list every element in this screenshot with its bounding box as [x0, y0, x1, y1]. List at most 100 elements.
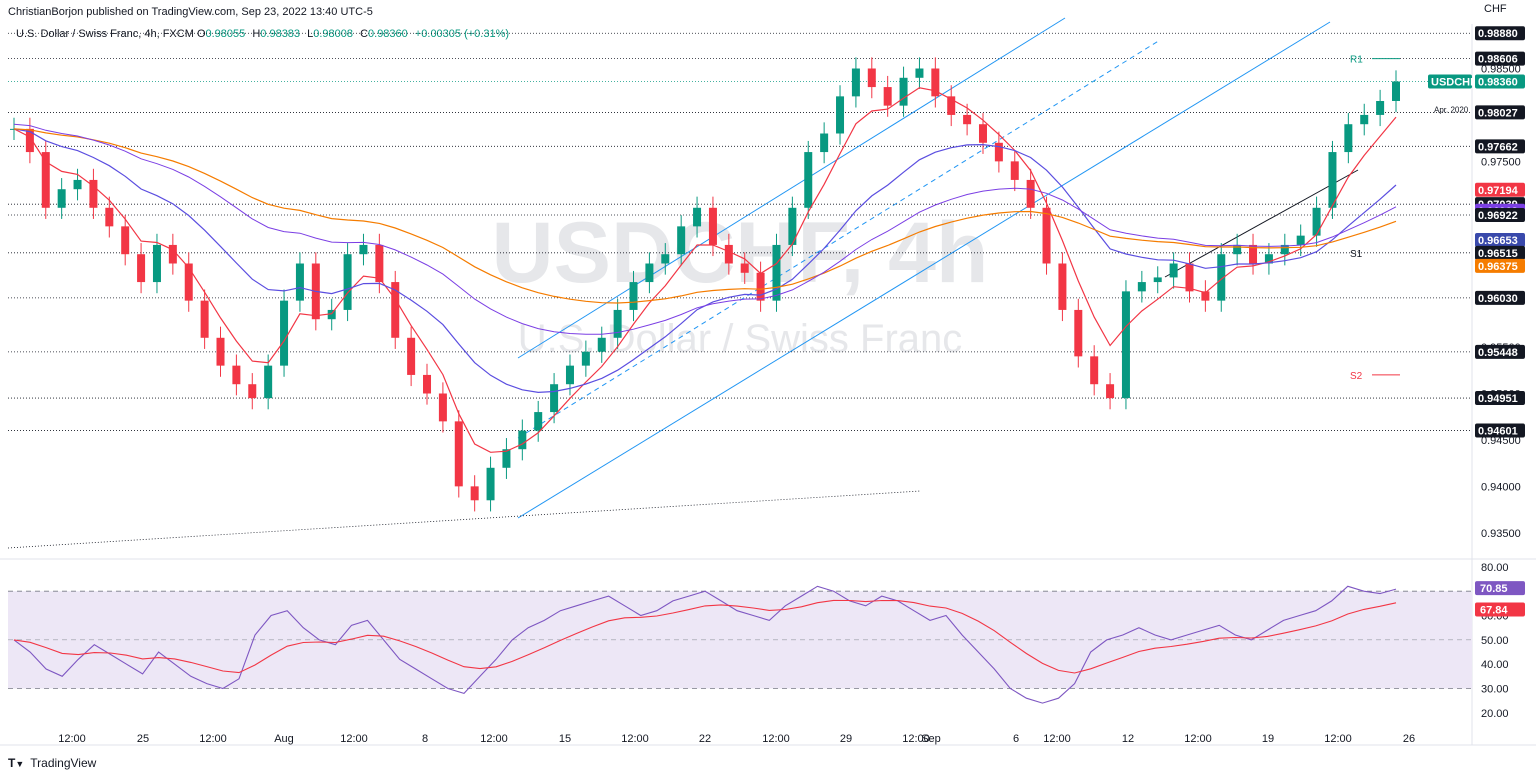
candle-body [216, 337, 225, 366]
x-tick-label: 12:00 [340, 733, 368, 745]
price-badge-label: 0.94951 [1478, 393, 1518, 405]
price-badge [1475, 105, 1525, 120]
price-badge-label: 0.94601 [1478, 426, 1518, 438]
annotation-label: S2 [1350, 371, 1363, 382]
x-tick-label: 12:00 [621, 733, 649, 745]
x-tick-label: 12:00 [1043, 733, 1071, 745]
candle-body [1360, 114, 1369, 125]
x-tick-label: 15 [559, 733, 571, 745]
candle-body [597, 337, 606, 352]
price-badge-label: 0.95448 [1478, 347, 1518, 359]
annotation-label: R1 [1350, 55, 1363, 66]
candle-body [375, 244, 384, 283]
candle-body [1026, 179, 1035, 208]
price-badge [1475, 344, 1525, 359]
price-badge [1475, 26, 1525, 41]
rsi-y-tick-label: 20.00 [1481, 708, 1509, 720]
candle-body [931, 68, 940, 97]
symbol-legend[interactable]: U.S. Dollar / Swiss Franc, 4h, FXCM O0.9… [16, 28, 513, 40]
price-badge [1475, 245, 1525, 260]
channel-upper [517, 17, 1066, 359]
tradingview-icon: ⁠T▼ [8, 756, 25, 770]
x-tick-label: 12:00 [902, 733, 930, 745]
candle-body [1328, 152, 1337, 208]
rsi-y-tick-label: 40.00 [1481, 659, 1509, 671]
candle-body [423, 374, 432, 394]
price-badge [1428, 74, 1472, 89]
rsi-y-tick-label: 50.00 [1481, 635, 1509, 647]
tradingview-logo[interactable]: ⁠T▼ TradingView [8, 756, 96, 770]
candle-body [438, 393, 447, 422]
symbol-name: U.S. Dollar / Swiss Franc, 4h, FXCM [16, 28, 194, 40]
annotation-label: S1 [1350, 249, 1363, 260]
candle-body [1376, 101, 1385, 115]
x-tick-label: 22 [699, 733, 711, 745]
candle-body [73, 179, 82, 190]
candle-body [343, 254, 352, 310]
candle-body [41, 152, 50, 208]
candle-body [359, 244, 368, 255]
candle-body [708, 207, 717, 245]
candle-body [1392, 81, 1400, 101]
high-key: H [252, 28, 261, 40]
candle-body [1058, 263, 1067, 310]
candle-body [295, 263, 304, 301]
x-tick-label: 12:00 [762, 733, 790, 745]
candle-body [915, 68, 924, 78]
candle-body [613, 309, 622, 338]
price-badge [1475, 423, 1525, 438]
publisher-text: ChristianBorjon published on TradingView… [8, 6, 373, 18]
open-value: 0.98055 [205, 28, 246, 40]
close-value: 0.98360 [368, 28, 408, 40]
annotation-label: Apr. 2020 [1434, 105, 1469, 114]
candle-body [1042, 207, 1051, 264]
candle-body [1137, 282, 1146, 292]
candle-body [407, 337, 416, 375]
candle-body [788, 207, 797, 245]
candle-body [1074, 309, 1083, 357]
candle-body [1344, 124, 1353, 153]
candle-body [137, 254, 146, 283]
candle-body [867, 68, 876, 88]
candle-body [899, 77, 908, 106]
y-tick-label: 0.94500 [1481, 435, 1521, 447]
candle-body [1153, 277, 1162, 283]
rsi-y-tick-label: 30.00 [1481, 684, 1509, 696]
price-badge [1475, 51, 1525, 66]
price-badge [1475, 233, 1525, 248]
candle-body [1280, 244, 1289, 255]
candle-body [25, 128, 34, 153]
candle-body [836, 96, 845, 134]
candle-body [232, 365, 241, 385]
rsi-line [13, 585, 1397, 704]
candle-body [518, 430, 527, 450]
candle-body [280, 300, 289, 366]
price-badge-label: 0.96030 [1478, 293, 1518, 305]
y-tick-label: 0.97500 [1481, 156, 1521, 168]
candle-body [1010, 161, 1019, 180]
candle-body [57, 189, 66, 208]
candle-body [1249, 244, 1258, 264]
rsi-ma-line [13, 599, 1397, 674]
currency-label: CHF [1484, 3, 1507, 15]
high-value: 0.98383 [260, 28, 301, 40]
candle-body [645, 263, 654, 283]
candle-body [184, 263, 193, 301]
candle-body [391, 282, 400, 338]
candle-body [581, 351, 590, 366]
price-badge-label: USDCHF [1431, 77, 1477, 89]
x-tick-label: 12:00 [58, 733, 86, 745]
price-badge-label: 0.97194 [1478, 185, 1519, 197]
candle-body [1121, 291, 1130, 399]
candle-body [327, 309, 336, 320]
rising-trendline [1164, 169, 1359, 278]
candle-body [454, 421, 463, 487]
brand-name: TradingView [30, 756, 97, 770]
candle-body [947, 96, 956, 115]
candle-body [1090, 356, 1099, 385]
candle-body [1169, 263, 1178, 278]
candle-body [661, 254, 670, 264]
price-badge-label: 0.96515 [1478, 248, 1518, 260]
rsi-value-badge [1475, 602, 1525, 617]
